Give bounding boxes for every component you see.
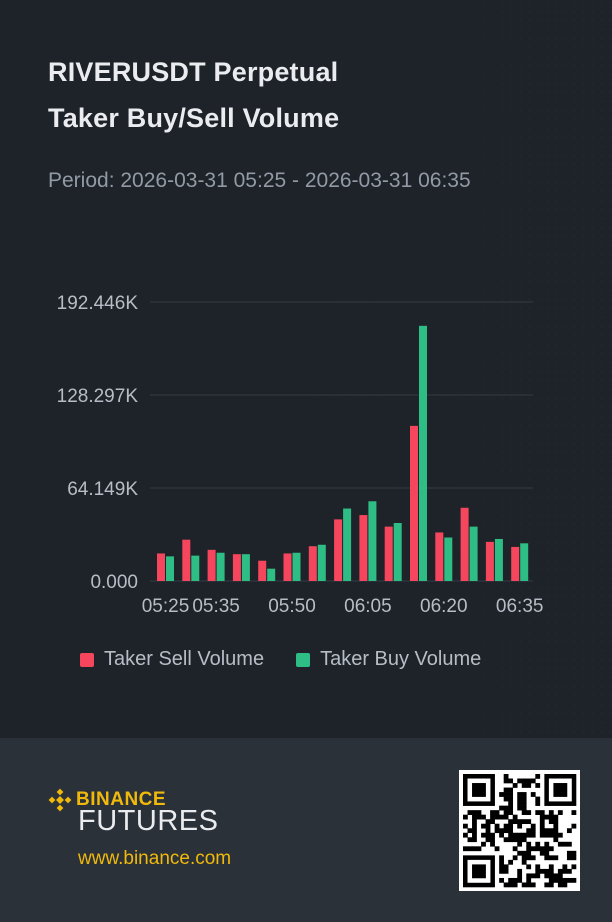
sell-bar	[182, 539, 191, 581]
sell-bar	[232, 554, 241, 581]
chart-title: RIVERUSDT Perpetual	[48, 57, 339, 87]
bars	[157, 325, 529, 581]
y-axis-labels: 0.000 64.149K 128.297K 192.446K	[57, 293, 139, 593]
binance-logo: BINANCE	[48, 788, 166, 812]
sell-bar	[460, 507, 469, 581]
sell-bar	[410, 425, 418, 581]
sell-bar	[384, 526, 393, 581]
buy-bar	[368, 501, 377, 581]
x-tick-label: 06:05	[344, 596, 392, 617]
legend-swatch-buy	[296, 652, 311, 667]
x-tick-label: 06:20	[420, 596, 468, 617]
binance-diamond-icon	[48, 788, 72, 812]
sell-bar	[485, 541, 494, 581]
y-tick-label: 192.446K	[57, 293, 139, 314]
buy-bar	[267, 568, 276, 581]
sell-bar	[334, 519, 343, 581]
card-fade	[0, 0, 612, 738]
chart-subtitle: Taker Buy/Sell Volume	[48, 103, 340, 133]
buy-bar	[343, 508, 352, 581]
buy-bar	[494, 538, 503, 581]
x-tick-label: 05:25	[142, 596, 190, 617]
legend-swatch-sell	[80, 652, 94, 667]
buy-bar	[393, 523, 402, 581]
x-tick-label: 06:35	[496, 596, 544, 617]
legend-label-sell: Taker Sell Volume	[104, 648, 265, 670]
product-name: FUTURES	[78, 805, 219, 837]
period-label: Period: 2026-03-31 05:25 - 2026-03-31 06…	[48, 169, 471, 192]
sell-bar	[308, 546, 317, 581]
qr-code-image	[463, 774, 577, 888]
sell-bar	[283, 553, 292, 581]
legend: Taker Sell Volume Taker Buy Volume	[80, 648, 481, 671]
buy-bar	[292, 552, 301, 581]
website-link[interactable]: www.binance.com	[78, 848, 232, 869]
legend-item-sell: Taker Sell Volume	[80, 648, 264, 671]
sell-bar	[207, 549, 216, 581]
buy-bar	[317, 544, 326, 581]
buy-bar	[166, 556, 174, 581]
x-tick-label: 05:35	[192, 596, 240, 617]
brand-name: BINANCE	[76, 789, 167, 810]
buy-bar	[469, 526, 478, 581]
sell-bar	[435, 532, 444, 581]
x-axis-labels: 05:25 05:35 05:50 06:05 06:20 06:35	[142, 596, 544, 617]
buy-bar	[520, 543, 529, 581]
buy-bar	[216, 552, 225, 581]
buy-bar	[444, 537, 453, 581]
qr-code	[459, 770, 580, 891]
sell-bar	[511, 546, 520, 581]
buy-bar	[419, 325, 427, 581]
y-tick-label: 64.149K	[67, 479, 138, 500]
buy-bar	[241, 554, 250, 581]
legend-item-buy: Taker Buy Volume	[296, 648, 481, 671]
x-tick-label: 05:50	[268, 596, 316, 617]
y-tick-label: 0.000	[90, 572, 138, 593]
sell-bar	[157, 553, 165, 581]
sell-bar	[359, 515, 368, 581]
buy-bar	[191, 555, 200, 581]
legend-label-buy: Taker Buy Volume	[320, 648, 482, 670]
sell-bar	[258, 560, 267, 581]
y-tick-label: 128.297K	[57, 386, 139, 407]
